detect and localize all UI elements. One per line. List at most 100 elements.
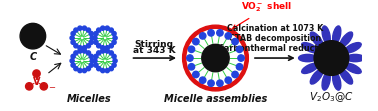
Circle shape (187, 55, 193, 61)
Circle shape (82, 49, 87, 53)
Text: CTAB decomposition: CTAB decomposition (229, 34, 321, 43)
Circle shape (101, 68, 105, 73)
Circle shape (208, 80, 214, 86)
Ellipse shape (302, 43, 318, 53)
Circle shape (86, 51, 91, 55)
Circle shape (105, 68, 109, 73)
Circle shape (232, 38, 238, 45)
Circle shape (200, 33, 206, 39)
Ellipse shape (310, 69, 323, 84)
Text: C: C (29, 52, 36, 62)
Circle shape (202, 44, 229, 72)
Circle shape (86, 66, 91, 71)
Text: Calcination at 1073 K: Calcination at 1073 K (227, 24, 323, 33)
Circle shape (314, 41, 349, 75)
Text: $-$: $-$ (48, 81, 57, 90)
Circle shape (82, 68, 87, 73)
Text: $\mathbf{VO_2^-}$ shell: $\mathbf{VO_2^-}$ shell (233, 1, 292, 28)
Circle shape (187, 30, 244, 86)
Circle shape (94, 63, 98, 67)
Circle shape (217, 80, 223, 86)
Circle shape (78, 46, 82, 50)
Circle shape (71, 40, 75, 44)
Ellipse shape (340, 69, 353, 84)
Circle shape (109, 66, 113, 71)
Circle shape (33, 70, 40, 77)
Circle shape (225, 77, 231, 83)
Ellipse shape (333, 26, 341, 44)
Circle shape (89, 54, 93, 58)
Circle shape (101, 46, 105, 50)
Circle shape (20, 23, 46, 49)
Circle shape (101, 49, 105, 53)
Circle shape (105, 49, 109, 53)
Circle shape (109, 51, 113, 55)
Circle shape (112, 40, 116, 44)
Circle shape (82, 46, 87, 50)
Circle shape (94, 40, 98, 44)
Ellipse shape (310, 32, 323, 47)
Circle shape (109, 44, 113, 48)
Circle shape (232, 71, 238, 78)
Ellipse shape (346, 54, 364, 62)
Circle shape (112, 32, 116, 36)
Circle shape (78, 49, 82, 53)
Text: O: O (27, 84, 31, 89)
Circle shape (97, 28, 101, 32)
Circle shape (236, 64, 243, 70)
Text: V: V (33, 77, 40, 87)
Circle shape (26, 83, 33, 90)
Ellipse shape (322, 26, 330, 44)
Circle shape (86, 28, 91, 32)
Circle shape (202, 44, 229, 72)
Circle shape (183, 25, 248, 91)
Ellipse shape (299, 54, 317, 62)
Circle shape (238, 55, 244, 61)
Circle shape (217, 30, 223, 36)
Circle shape (71, 63, 75, 67)
Circle shape (236, 46, 243, 53)
Circle shape (94, 32, 98, 36)
Circle shape (208, 30, 214, 36)
Circle shape (71, 54, 75, 58)
Circle shape (188, 64, 195, 70)
Circle shape (105, 26, 109, 30)
Circle shape (188, 46, 195, 53)
Circle shape (97, 44, 101, 48)
Circle shape (101, 26, 105, 30)
Circle shape (93, 36, 97, 40)
Circle shape (112, 54, 116, 58)
Circle shape (71, 32, 75, 36)
Text: $V_2O_3@C$: $V_2O_3@C$ (309, 90, 354, 104)
Circle shape (78, 26, 82, 30)
Circle shape (86, 44, 91, 48)
Circle shape (105, 46, 109, 50)
Circle shape (97, 66, 101, 71)
Text: O: O (42, 84, 46, 89)
Circle shape (89, 40, 93, 44)
Text: Micelles: Micelles (67, 94, 112, 104)
Ellipse shape (340, 32, 353, 47)
Circle shape (112, 63, 116, 67)
Circle shape (97, 51, 101, 55)
Ellipse shape (344, 43, 361, 53)
Circle shape (113, 59, 117, 63)
Circle shape (74, 51, 78, 55)
Circle shape (70, 36, 74, 40)
Circle shape (90, 36, 94, 40)
Circle shape (93, 59, 97, 63)
Circle shape (78, 68, 82, 73)
Ellipse shape (344, 63, 361, 73)
Circle shape (193, 38, 199, 45)
Text: Carbonthermal reduction: Carbonthermal reduction (218, 45, 332, 54)
Circle shape (82, 26, 87, 30)
Circle shape (113, 36, 117, 40)
Ellipse shape (302, 63, 318, 73)
Ellipse shape (333, 72, 341, 90)
Text: O: O (34, 71, 39, 76)
Circle shape (94, 54, 98, 58)
Circle shape (74, 44, 78, 48)
Text: Micelle assemblies: Micelle assemblies (164, 94, 267, 104)
Circle shape (40, 83, 48, 90)
Ellipse shape (322, 72, 330, 90)
